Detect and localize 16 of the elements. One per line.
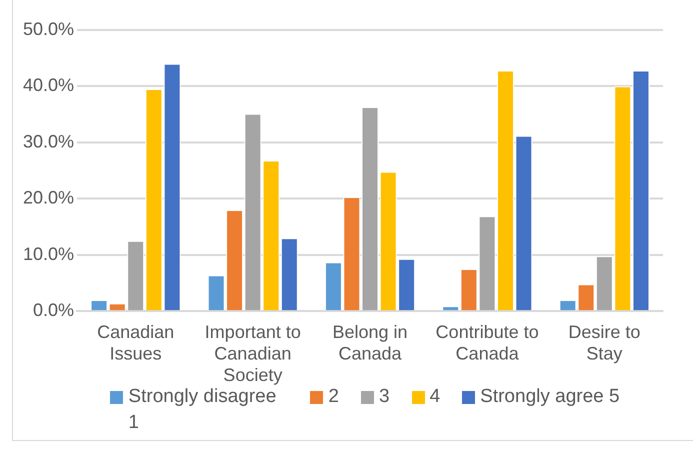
legend-label: 4 [430, 385, 440, 409]
y-tick-label: 50.0% [22, 18, 74, 39]
y-tick-label: 0.0% [33, 300, 74, 320]
y-tick-label: 10.0% [22, 244, 74, 264]
legend-label: 3 [379, 385, 390, 409]
x-tick-label: Canadian Issues [97, 322, 174, 364]
legend-label: Strongly agree 5 [480, 385, 620, 409]
x-tick-label: Important to Canadian Society [204, 322, 301, 386]
y-tick-label: 20.0% [22, 188, 74, 208]
legend-label: 2 [328, 385, 339, 409]
y-tick-label: 40.0% [22, 75, 74, 96]
y-tick-label: 30.0% [22, 131, 74, 152]
x-tick-label: Contribute to Canada [436, 322, 539, 364]
x-tick-label: Belong in Canada [332, 322, 408, 364]
legend-label: Strongly disagree 1 [128, 385, 278, 435]
x-tick-label: Desire to Stay [568, 322, 640, 364]
